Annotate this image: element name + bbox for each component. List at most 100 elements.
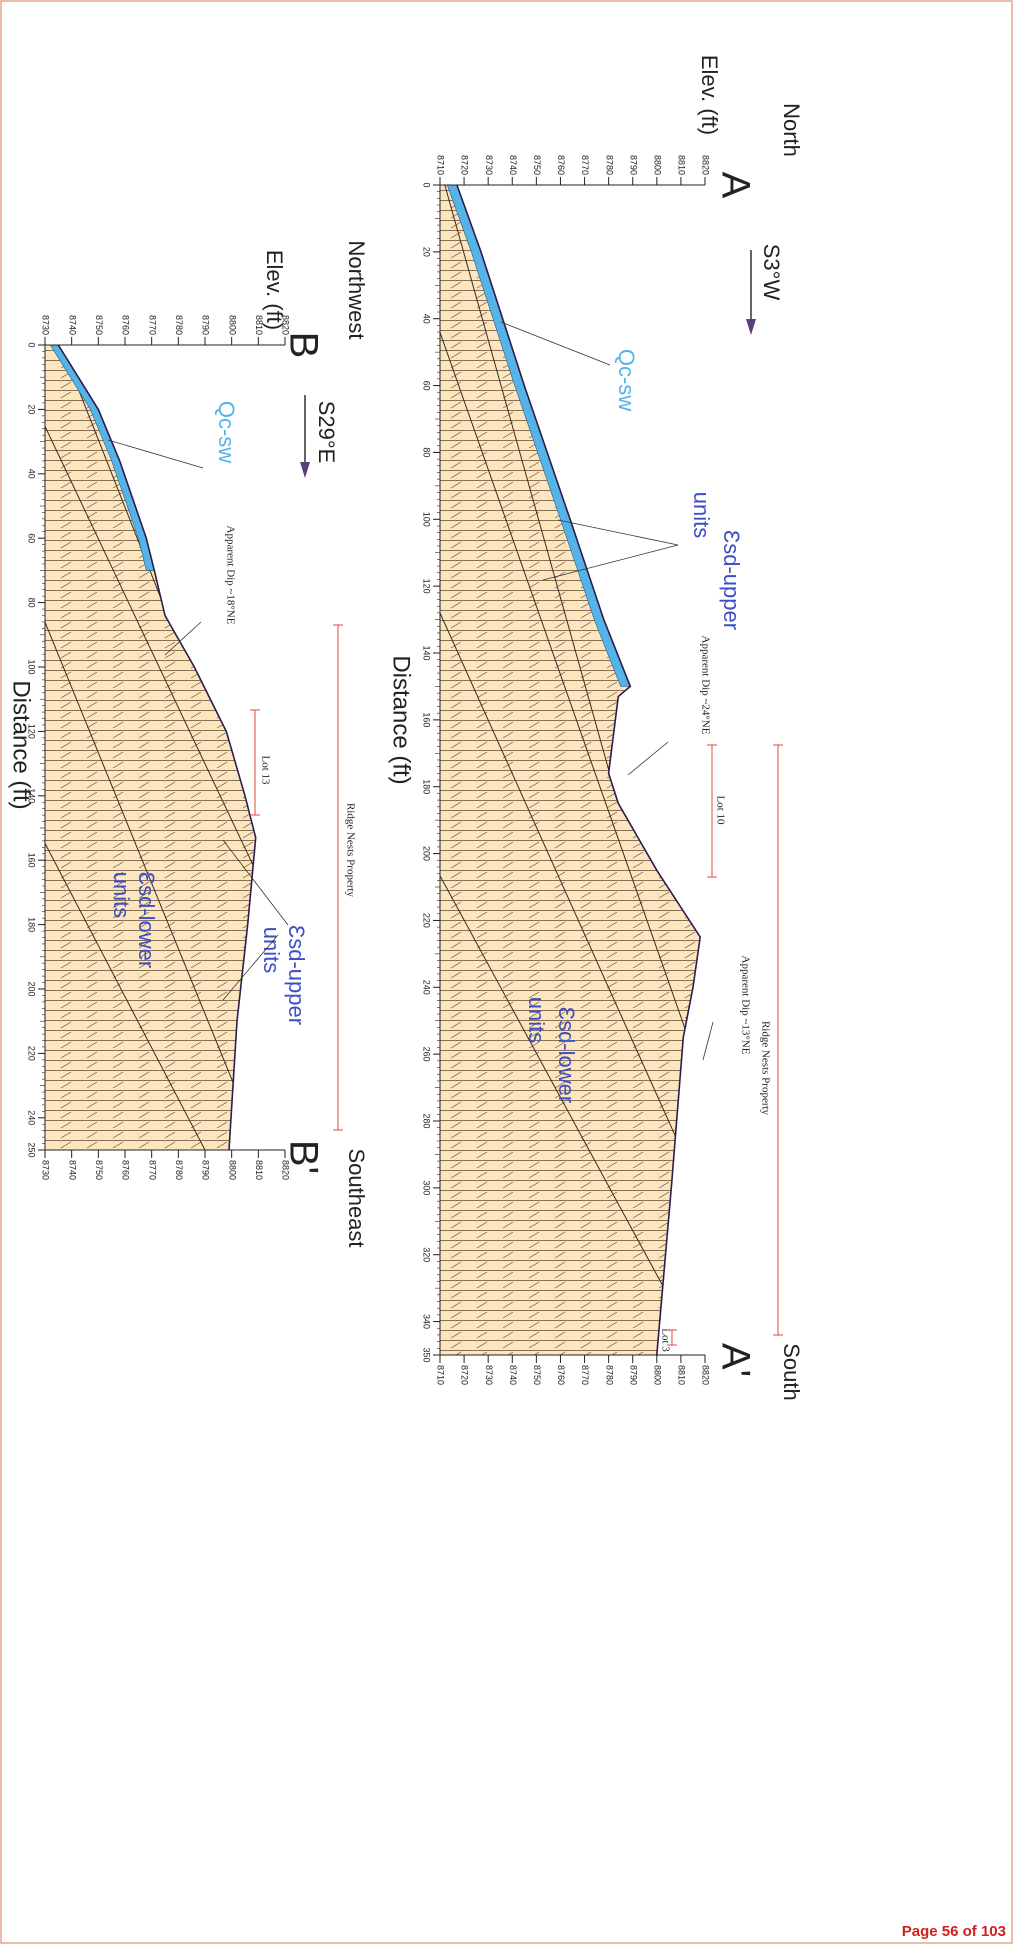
distance-axis-label: Distance (ft) — [8, 680, 35, 809]
leader-line — [222, 934, 279, 1001]
distance-tick-label: 80 — [422, 447, 432, 457]
elevation-tick-label: 8810 — [254, 1160, 264, 1180]
ground-surface — [57, 344, 257, 1151]
elevation-tick-label: 8760 — [556, 155, 566, 175]
direction-left: Northwest — [344, 240, 369, 339]
section-label-left: B — [281, 332, 325, 359]
distance-tick-label: 200 — [27, 981, 37, 996]
elevation-tick-label: 8820 — [281, 315, 291, 335]
distance-tick-label: 40 — [27, 469, 37, 479]
elevation-tick-label: 8730 — [41, 315, 51, 335]
distance-tick-label: 320 — [422, 1247, 432, 1262]
distance-tick-label: 20 — [27, 404, 37, 414]
section-a: 0 20 40 60 80 100 120 140 160 180 200 220 240 260 280 3… — [388, 55, 805, 1401]
distance-tick-label: 280 — [422, 1113, 432, 1128]
elevation-tick-label: 8770 — [147, 315, 157, 335]
bedrock-fill — [440, 185, 701, 1355]
distance-tick-label: 40 — [422, 314, 432, 324]
section-label-left: A — [713, 172, 757, 199]
distance-tick-label: 120 — [422, 579, 432, 594]
annotation: Ɛsd-upper — [284, 925, 309, 1025]
bearing-arrowhead — [746, 319, 756, 335]
direction-right: Southeast — [344, 1148, 369, 1247]
leader-line — [542, 544, 679, 581]
elevation-tick-label: 8760 — [556, 1365, 566, 1385]
distance-tick-label: 250 — [27, 1142, 37, 1157]
leader-line — [627, 741, 669, 776]
annotation: Ridge Nests Property — [759, 1021, 771, 1116]
annotation: Lot 3 — [659, 1328, 671, 1352]
distance-tick-label: 120 — [27, 724, 37, 739]
direction-right: South — [779, 1343, 804, 1401]
elevation-tick-label: 8760 — [121, 1160, 131, 1180]
annotation: Ridge Nests Property — [344, 803, 356, 898]
distance-tick-label: 180 — [422, 779, 432, 794]
elevation-tick-label: 8750 — [532, 155, 542, 175]
elevation-tick-label: 8790 — [628, 155, 638, 175]
annotation: units — [689, 492, 714, 538]
elevation-tick-label: 8740 — [508, 1365, 518, 1385]
annotation: Apparent Dip ~13°NE — [739, 956, 751, 1055]
elevation-tick-label: 8820 — [281, 1160, 291, 1180]
annotation: units — [109, 872, 134, 918]
distance-tick-label: 240 — [422, 980, 432, 995]
elevation-tick-label: 8820 — [701, 1365, 711, 1385]
bearing-arrowhead — [300, 462, 310, 478]
distance-tick-label: 200 — [422, 846, 432, 861]
elevation-tick-label: 8740 — [67, 315, 77, 335]
contact-line — [440, 585, 677, 1138]
bearing: S3°W — [759, 244, 784, 301]
contact-line — [45, 602, 235, 1086]
elevation-tick-label: 8770 — [580, 1365, 590, 1385]
elevation-tick-label: 8750 — [94, 1160, 104, 1180]
elevation-tick-label: 8720 — [460, 1365, 470, 1385]
elevation-tick-label: 8730 — [484, 1365, 494, 1385]
direction-left: North — [779, 103, 804, 157]
annotation: Lot 13 — [259, 755, 271, 785]
cross-sections: 0204060801001201401601802002202402602803… — [8, 55, 805, 1401]
annotation: Ɛsd-lower — [554, 1007, 579, 1103]
contact-line — [45, 827, 206, 1150]
distance-axis-label: Distance (ft) — [388, 655, 415, 784]
ground-surface — [456, 184, 702, 1356]
elevation-tick-label: 8790 — [628, 1365, 638, 1385]
annotation: Ɛsd-lower — [134, 872, 159, 968]
leader-line — [702, 1021, 714, 1061]
elevation-tick-label: 8780 — [604, 1365, 614, 1385]
annotation: units — [524, 997, 549, 1043]
elevation-tick-label: 8810 — [254, 315, 264, 335]
elevation-axis-label: Elev. (ft) — [697, 55, 722, 135]
page-number: Page 56 of 103 — [902, 1923, 1006, 1940]
distance-tick-label: 220 — [422, 913, 432, 928]
elevation-tick-label: 8780 — [604, 155, 614, 175]
leader-line — [164, 621, 202, 656]
distance-tick-label: 0 — [422, 182, 432, 187]
distance-tick-label: 0 — [27, 342, 37, 347]
section-label-right: A' — [713, 1343, 757, 1377]
leader-line — [107, 439, 204, 469]
distance-tick-label: 140 — [422, 645, 432, 660]
elevation-tick-label: 8720 — [460, 155, 470, 175]
annotation: Apparent Dip ~24°NE — [699, 636, 711, 735]
elevation-tick-label: 8800 — [227, 315, 237, 335]
annotation: units — [259, 927, 284, 973]
elevation-tick-label: 8780 — [174, 1160, 184, 1180]
leader-line — [222, 839, 289, 926]
elevation-tick-label: 8730 — [41, 1160, 51, 1180]
elevation-tick-label: 8710 — [436, 155, 446, 175]
distance-tick-label: 20 — [422, 247, 432, 257]
elevation-tick-label: 8790 — [201, 1160, 211, 1180]
elevation-tick-label: 8810 — [677, 1365, 687, 1385]
distance-tick-label: 160 — [27, 853, 37, 868]
contact-line — [45, 409, 256, 877]
contact-line — [440, 853, 665, 1289]
elevation-tick-label: 8740 — [67, 1160, 77, 1180]
distance-tick-label: 100 — [422, 512, 432, 527]
annotation: Ɛsd-upper — [719, 530, 744, 630]
leader-line — [500, 321, 611, 366]
bedrock-fill — [45, 345, 256, 1150]
section-b: 0 20 40 60 80 100 120 140 160 180 200 220 240 250 8730… — [8, 240, 370, 1247]
annotation: Qc-sw — [214, 401, 239, 463]
elevation-tick-label: 8760 — [121, 315, 131, 335]
